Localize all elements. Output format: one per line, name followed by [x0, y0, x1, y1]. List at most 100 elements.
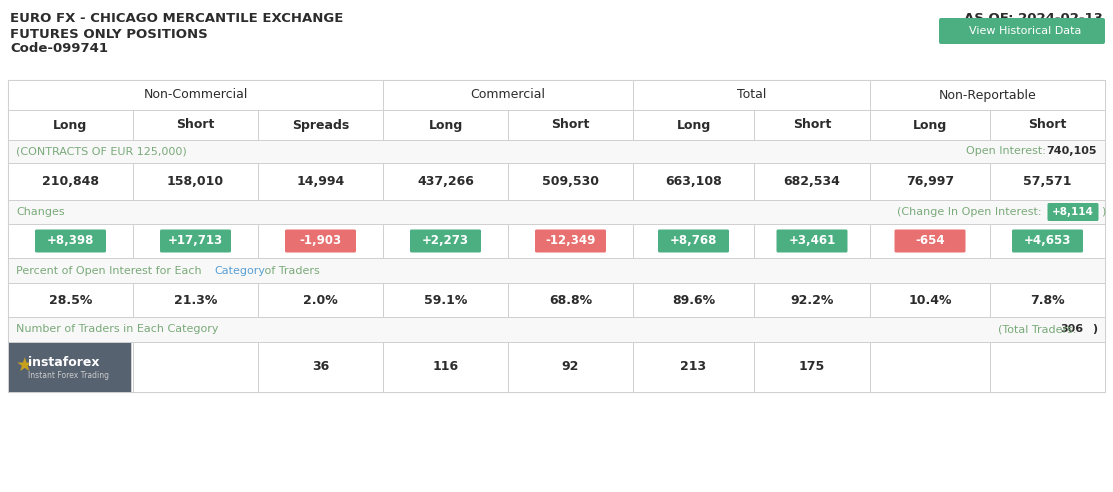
Text: Spreads: Spreads: [292, 119, 349, 131]
FancyBboxPatch shape: [895, 229, 965, 252]
Bar: [508, 110, 633, 140]
Bar: [989, 283, 1105, 317]
Bar: [870, 110, 989, 140]
Bar: [132, 163, 258, 200]
Text: Commercial: Commercial: [471, 89, 545, 101]
Bar: [132, 224, 258, 258]
Text: View Historical Data: View Historical Data: [963, 26, 1082, 36]
Bar: [870, 224, 989, 258]
Text: Non-Commercial: Non-Commercial: [144, 89, 248, 101]
Bar: [870, 283, 989, 317]
Text: 175: 175: [799, 361, 825, 373]
FancyBboxPatch shape: [535, 229, 605, 252]
Text: 740,105: 740,105: [1046, 147, 1097, 156]
Bar: [989, 224, 1105, 258]
Bar: [508, 224, 633, 258]
Bar: [8, 80, 383, 110]
Bar: [754, 110, 870, 140]
Bar: [8, 283, 132, 317]
Text: 36: 36: [312, 361, 329, 373]
Text: Number of Traders in Each Category: Number of Traders in Each Category: [16, 325, 218, 335]
Bar: [8, 110, 1105, 140]
Bar: [258, 283, 383, 317]
Text: 158,010: 158,010: [167, 175, 224, 188]
Text: +8,398: +8,398: [47, 235, 95, 247]
Text: Short: Short: [792, 119, 831, 131]
Bar: [870, 80, 1105, 110]
Bar: [383, 80, 633, 110]
Bar: [870, 342, 989, 392]
Text: +17,713: +17,713: [168, 235, 223, 247]
Bar: [754, 342, 870, 392]
Bar: [383, 224, 508, 258]
Bar: [8, 163, 1105, 200]
FancyBboxPatch shape: [658, 229, 729, 252]
Bar: [132, 342, 258, 392]
Text: instaforex: instaforex: [28, 357, 99, 369]
Bar: [8, 200, 1105, 224]
Bar: [508, 342, 633, 392]
FancyBboxPatch shape: [285, 229, 356, 252]
Bar: [8, 224, 132, 258]
Text: 57,571: 57,571: [1023, 175, 1072, 188]
Bar: [633, 224, 754, 258]
Bar: [383, 110, 508, 140]
Bar: [8, 283, 1105, 317]
Bar: [754, 224, 870, 258]
Bar: [8, 317, 1105, 342]
Text: Short: Short: [176, 119, 215, 131]
Text: Long: Long: [429, 119, 463, 131]
Bar: [383, 163, 508, 200]
Bar: [383, 283, 508, 317]
Bar: [754, 163, 870, 200]
Text: EURO FX - CHICAGO MERCANTILE EXCHANGE: EURO FX - CHICAGO MERCANTILE EXCHANGE: [10, 12, 344, 26]
Bar: [8, 224, 1105, 258]
Bar: [8, 342, 1105, 392]
Bar: [633, 342, 754, 392]
Text: +8,768: +8,768: [670, 235, 717, 247]
Text: Code-099741: Code-099741: [10, 42, 108, 56]
Text: -12,349: -12,349: [545, 235, 595, 247]
Text: Long: Long: [53, 119, 88, 131]
Text: Short: Short: [551, 119, 590, 131]
Text: 306: 306: [1060, 325, 1083, 335]
Bar: [633, 80, 870, 110]
Text: 213: 213: [680, 361, 707, 373]
Text: of Traders: of Traders: [262, 266, 319, 276]
Text: 682,534: 682,534: [784, 175, 840, 188]
Text: 210,848: 210,848: [42, 175, 99, 188]
Bar: [8, 110, 132, 140]
Bar: [989, 110, 1105, 140]
Text: 21.3%: 21.3%: [174, 294, 217, 307]
Text: AS OF: 2024-02-13: AS OF: 2024-02-13: [964, 12, 1103, 26]
Text: Changes: Changes: [16, 207, 65, 217]
Text: 116: 116: [433, 361, 459, 373]
Text: Total: Total: [737, 89, 766, 101]
Bar: [258, 163, 383, 200]
Text: 509,530: 509,530: [542, 175, 599, 188]
Text: 76,997: 76,997: [906, 175, 954, 188]
Text: 89.6%: 89.6%: [672, 294, 715, 307]
Text: 92: 92: [562, 361, 579, 373]
Bar: [8, 80, 1105, 110]
Text: 59.1%: 59.1%: [424, 294, 467, 307]
Bar: [633, 283, 754, 317]
Text: -654: -654: [915, 235, 945, 247]
FancyBboxPatch shape: [35, 229, 106, 252]
Text: 68.8%: 68.8%: [549, 294, 592, 307]
Text: +8,114: +8,114: [1052, 207, 1094, 217]
Text: -1,903: -1,903: [299, 235, 342, 247]
Text: (CONTRACTS OF EUR 125,000): (CONTRACTS OF EUR 125,000): [16, 147, 187, 156]
FancyBboxPatch shape: [777, 229, 847, 252]
Text: Instant Forex Trading: Instant Forex Trading: [28, 370, 109, 379]
Bar: [870, 163, 989, 200]
Bar: [258, 342, 383, 392]
Text: Non-Reportable: Non-Reportable: [938, 89, 1036, 101]
Text: Percent of Open Interest for Each: Percent of Open Interest for Each: [16, 266, 205, 276]
Text: ★: ★: [16, 356, 32, 374]
Bar: [989, 163, 1105, 200]
Bar: [8, 80, 1105, 392]
Text: 28.5%: 28.5%: [49, 294, 92, 307]
Text: Long: Long: [677, 119, 710, 131]
FancyBboxPatch shape: [160, 229, 232, 252]
